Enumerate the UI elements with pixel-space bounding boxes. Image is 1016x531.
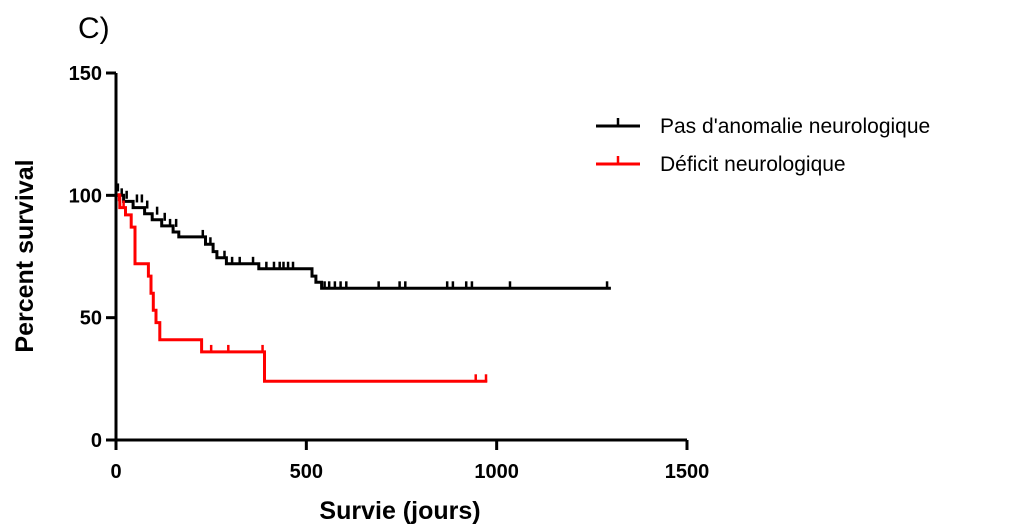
legend: Pas d'anomalie neurologique Déficit neuro… bbox=[596, 115, 930, 176]
y-tick-label: 50 bbox=[80, 308, 102, 330]
y-axis-title: Percent survival bbox=[11, 159, 39, 352]
y-tick-label: 150 bbox=[69, 63, 102, 85]
y-tick-label: 100 bbox=[69, 185, 102, 207]
x-axis-title: Survie (jours) bbox=[319, 497, 480, 525]
x-tick-label: 500 bbox=[290, 461, 323, 483]
x-tick-label: 1000 bbox=[474, 461, 519, 483]
plot-area bbox=[116, 183, 611, 383]
panel-label: C) bbox=[78, 12, 110, 45]
axes bbox=[114, 73, 687, 442]
legend-label: Déficit neurologique bbox=[660, 153, 846, 176]
y-tick-label: 0 bbox=[91, 430, 102, 452]
survival-curve-series-2 bbox=[116, 193, 488, 383]
survival-curve-series-1 bbox=[116, 193, 611, 290]
x-tick-label: 1500 bbox=[665, 461, 710, 483]
legend-label: Pas d'anomalie neurologique bbox=[660, 115, 930, 138]
x-tick-label: 0 bbox=[110, 461, 121, 483]
